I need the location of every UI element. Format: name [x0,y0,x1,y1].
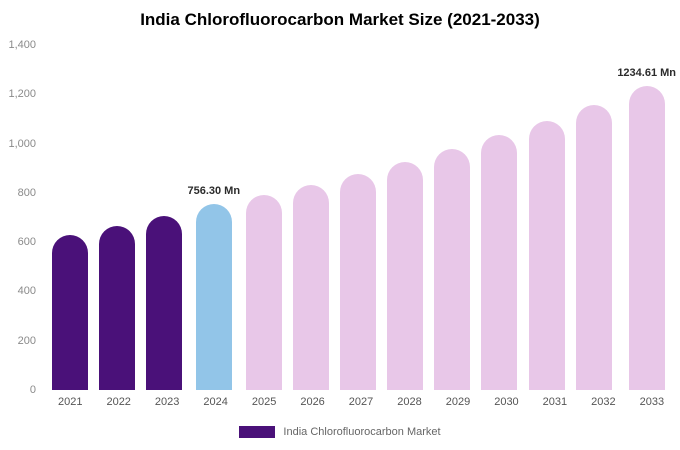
x-label-2024: 2024 [203,396,228,408]
bar-column-2025 [240,45,287,390]
y-tick-800: 800 [17,186,36,199]
x-label-2023: 2023 [154,396,180,408]
x-label-2021: 2021 [57,396,83,408]
y-tick-1400: 1,400 [8,39,36,51]
bar-2033 [628,85,665,390]
y-tick-400: 400 [17,285,36,298]
bar-column-2030 [476,45,523,390]
bar-column-2026 [287,45,334,390]
bar-2030 [481,134,518,390]
x-label-2033: 2033 [639,396,665,408]
bar-2029 [434,148,471,390]
x-label-2032: 2032 [591,396,616,408]
y-tick-1000: 1,000 [8,137,36,150]
y-tick-600: 600 [17,236,36,249]
plot-area: 756.30 Mn 1234.61 Mn [46,45,676,390]
x-label-2031: 2031 [542,396,568,408]
bar-2023 [145,216,182,390]
value-label-2033: 1234.61 Mn [617,66,677,79]
bar-column-2027 [334,45,381,390]
bar-2031 [528,121,565,390]
y-tick-0: 0 [29,384,36,396]
legend-swatch [239,426,276,438]
y-axis: 0 200 400 600 800 1,000 1,200 1,400 [0,39,42,396]
bar-column-2023 [140,45,187,390]
bar-2028 [387,162,424,390]
bar-2021 [51,234,88,390]
value-label-2024: 756.30 Mn [187,184,241,197]
x-label-2022: 2022 [106,396,131,408]
y-tick-1200: 1,200 [8,88,36,101]
y-tick-200: 200 [17,334,36,347]
bar-column-2032 [570,45,617,390]
x-axis: 2021 2022 2023 2024 2025 2026 2027 2028 2029 2030… [46,396,676,408]
bar-2026 [292,185,329,390]
bar-column-2029 [429,45,476,390]
bar-2022 [98,226,135,390]
bar-column-2024: 756.30 Mn [187,45,240,390]
chart-title: India Chlorofluorocarbon Market Size (20… [140,10,540,29]
x-label-2029: 2029 [445,396,471,408]
x-label-2028: 2028 [397,396,422,408]
bar-column-2022 [93,45,140,390]
legend-label: India Chlorofluorocarbon Market [283,426,441,438]
legend: India Chlorofluorocarbon Market [0,426,680,438]
x-label-2025: 2025 [251,396,277,408]
bar-2032 [575,105,612,390]
bar-2027 [339,174,376,390]
bar-column-2033: 1234.61 Mn [617,45,676,390]
x-label-2027: 2027 [348,396,374,408]
bar-column-2021 [46,45,93,390]
bar-column-2031 [523,45,570,390]
bar-2024 [195,203,232,390]
bars-row: 756.30 Mn 1234.61 Mn [46,45,676,390]
x-label-2030: 2030 [494,396,519,408]
bar-column-2028 [382,45,429,390]
x-label-2026: 2026 [300,396,325,408]
bar-2025 [245,195,282,390]
